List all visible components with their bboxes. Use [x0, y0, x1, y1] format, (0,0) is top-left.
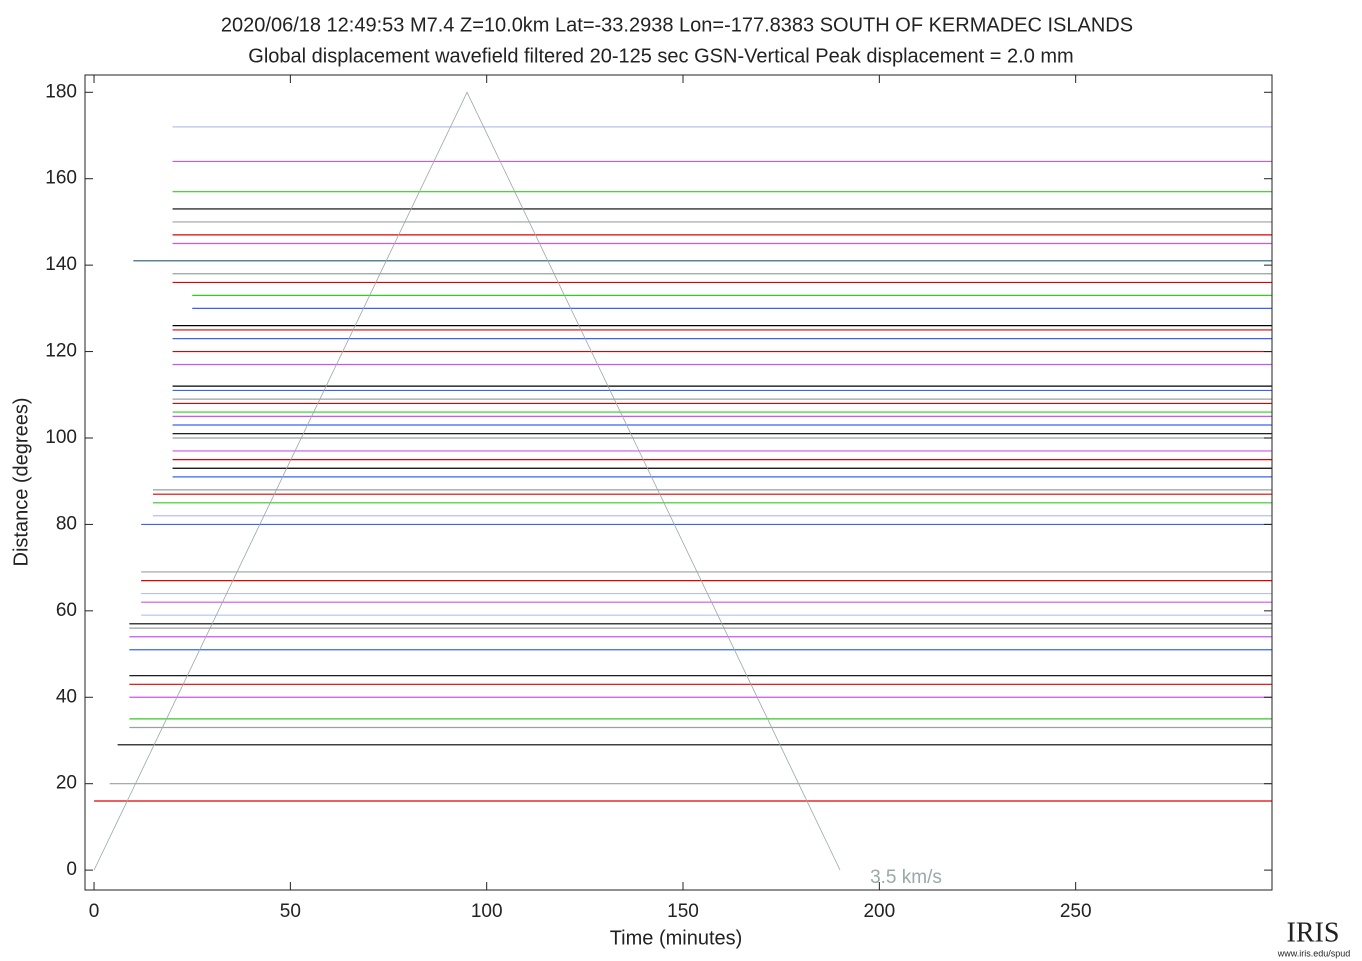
reference-label: 3.5 km/s: [870, 867, 942, 888]
y-tick-label: 140: [45, 254, 77, 275]
y-tick-label: 180: [45, 81, 77, 102]
plot-frame: [84, 74, 1273, 891]
y-axis-label: Distance (degrees): [10, 398, 32, 567]
logo-url: www.iris.edu/spud: [1277, 948, 1351, 958]
y-tick-label: 160: [45, 168, 77, 189]
y-tick-label: 120: [45, 341, 77, 362]
chart-title: 2020/06/18 12:49:53 M7.4 Z=10.0km Lat=-3…: [221, 14, 1133, 36]
y-tick-label: 60: [56, 600, 77, 621]
x-tick-label: 250: [1060, 901, 1092, 922]
y-tick-label: 0: [66, 859, 77, 880]
y-tick-label: 40: [56, 686, 77, 707]
y-tick-label: 80: [56, 513, 77, 534]
x-tick-label: 0: [89, 901, 100, 922]
logo-text: IRIS: [1287, 917, 1340, 948]
x-tick-label: 200: [863, 901, 895, 922]
x-axis-label: Time (minutes): [610, 927, 743, 949]
x-tick-label: 50: [280, 901, 301, 922]
reference-line: [93, 91, 841, 871]
chart-subtitle: Global displacement wavefield filtered 2…: [248, 45, 1073, 67]
x-tick-label: 150: [667, 901, 699, 922]
y-tick-label: 20: [56, 773, 77, 794]
x-tick-label: 100: [471, 901, 503, 922]
y-tick-label: 100: [45, 427, 77, 448]
